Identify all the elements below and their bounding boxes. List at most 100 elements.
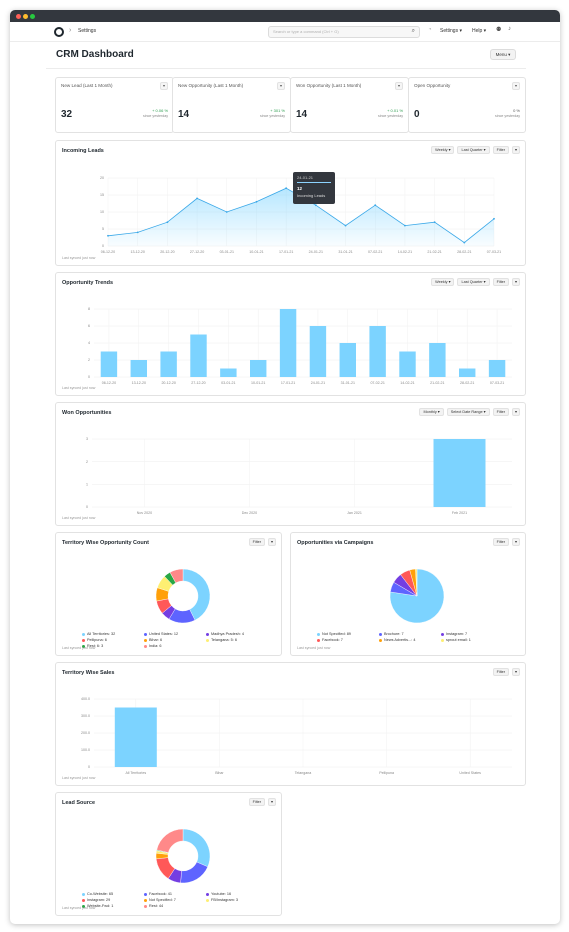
legend-dot [317,638,320,642]
x-tick-label: 13-12-20 [130,250,144,254]
legend-item[interactable]: Not Specified: 89 [317,632,351,636]
legend-item[interactable]: Youtube: 16 [206,892,231,896]
area-fill [108,188,494,246]
stat-title: New Opportunity (Last 1 Month) [178,83,244,88]
legend-dot [144,898,147,902]
y-tick-label: 5 [102,227,104,231]
stat-value: 32 [61,109,73,120]
x-tick-label: Feb 2021 [452,511,467,515]
window-titlebar [10,10,560,22]
card-options-icon[interactable]: ▾ [395,82,403,90]
chevron-down-icon[interactable]: ▾ [512,278,520,286]
legend-item[interactable]: sprout email: 1 [441,638,471,642]
timespan-select[interactable]: Monthly ▾ [419,408,444,416]
stat-since: since yesterday [378,114,403,118]
range-select[interactable]: Last Quarter ▾ [457,278,490,286]
chevron-down-icon[interactable]: ▾ [268,798,276,806]
legend-dot [379,638,382,642]
legend-item[interactable]: India: 6 [144,644,161,648]
legend-dot [82,904,85,908]
chevron-down-icon[interactable]: ▾ [512,538,520,546]
legend-item[interactable]: Bihar: 6 [144,638,162,642]
legend-item[interactable]: Telangana: 5: 6 [206,638,237,642]
search-icon: ⌕ [411,28,415,34]
minimize-window-dot[interactable] [23,14,28,19]
x-tick-label: All Territories [125,771,146,775]
bar [279,309,297,377]
stat-value: 14 [296,109,308,120]
x-tick-label: 06-12-20 [102,381,116,385]
filter-button[interactable]: Filter [492,538,509,546]
stat-card-won-opportunity: Won Opportunity (Last 1 Month) ▾ 14 + 0.… [290,77,409,133]
y-tick-label: 0 [86,505,88,509]
search-input[interactable]: Search or type a command (Ctrl + G) ⌕ [268,26,420,38]
data-point [493,217,495,220]
legend-item[interactable]: News Advertis...: 4 [379,638,415,642]
legend-item[interactable]: Website-Fwd: 1 [82,904,113,908]
legend-item[interactable]: United States: 12 [144,632,178,636]
settings-menu[interactable]: Settings ▾ [440,28,462,34]
card-options-icon[interactable]: ▾ [160,82,168,90]
chevron-down-icon[interactable]: ▾ [512,408,520,416]
stat-change: + 301 % [270,108,285,113]
legend-item[interactable]: All Territories: 32 [82,632,115,636]
card-options-icon[interactable]: ▾ [512,82,520,90]
timespan-select[interactable]: Weekly ▾ [431,278,455,286]
bell-icon[interactable]: ♪ [508,26,511,32]
x-tick-label: 07-03-21 [487,250,501,254]
legend-item[interactable]: Co-Website: 65 [82,892,113,896]
legend-item[interactable]: Rest: 44 [144,904,163,908]
legend-item[interactable]: Instagram: 29 [82,898,110,902]
notification-icon[interactable]: ◔ [428,27,432,33]
breadcrumb[interactable]: Settings [78,28,97,34]
stat-value: 14 [178,109,190,120]
legend-item[interactable]: Not Specified: 7 [144,898,176,902]
user-icon[interactable]: ⚉ [496,27,502,33]
filter-button[interactable]: Filter [248,538,265,546]
x-tick-label: 20-12-20 [161,381,175,385]
legend-item[interactable]: Madhya Pradesh: 4 [206,632,244,636]
y-tick-label: 400.0 [81,697,90,701]
territory-count-card: Territory Wise Opportunity Count Filter … [55,532,282,656]
chevron-down-icon[interactable]: ▾ [268,538,276,546]
legend-item[interactable]: Facebook: 41 [144,892,172,896]
x-tick-label: 06-12-20 [101,250,115,254]
legend-item[interactable]: Pellipuna: 6 [82,638,107,642]
legend-label: Rest: 44 [149,904,164,908]
close-window-dot[interactable] [16,14,21,19]
filter-button[interactable]: Filter [492,408,509,416]
legend-item[interactable]: Instagram: 7 [441,632,467,636]
legend-item[interactable]: Rest: 6: 3 [82,644,103,648]
legend-label: Not Specified: 89 [322,632,351,636]
legend-item[interactable]: FB/Instagram: 3 [206,898,238,902]
filter-button[interactable]: Filter [492,146,509,154]
y-tick-label: 100.0 [81,748,90,752]
chevron-down-icon[interactable]: ▾ [512,668,520,676]
chevron-down-icon[interactable]: ▾ [512,146,520,154]
date-range-select[interactable]: Select Date Range ▾ [446,408,490,416]
data-point [225,211,228,213]
legend-label: United States: 12 [149,632,179,636]
stat-card-new-opportunity: New Opportunity (Last 1 Month) ▾ 14 + 30… [172,77,291,133]
card-options-icon[interactable]: ▾ [277,82,285,90]
help-menu[interactable]: Help ▾ [472,28,487,34]
legend-label: Rest: 6: 3 [87,644,104,648]
chart-title: Won Opportunities [62,410,112,416]
timespan-select[interactable]: Weekly ▾ [431,146,455,154]
filter-button[interactable]: Filter [248,798,265,806]
x-tick-label: 14-02-21 [400,381,414,385]
app-logo-icon[interactable] [54,27,64,37]
filter-button[interactable]: Filter [492,668,509,676]
tooltip-color-bar [297,182,331,183]
legend-item[interactable]: Brochure: 7 [379,632,404,636]
tooltip-series-name: Incoming Leads [297,193,326,198]
chart-controls: Monthly ▾ Select Date Range ▾ Filter ▾ [419,408,520,416]
legend-item[interactable]: Facebook: 7 [317,638,343,642]
legend-label: News Advertis...: 4 [384,638,416,642]
menu-button[interactable]: Menu ▾ [490,49,516,60]
filter-button[interactable]: Filter [492,278,509,286]
x-tick-label: Pellipuna [379,771,394,775]
maximize-window-dot[interactable] [30,14,35,19]
chart-tooltip: 24-01-21 12 Incoming Leads [293,172,335,204]
range-select[interactable]: Last Quarter ▾ [457,146,490,154]
